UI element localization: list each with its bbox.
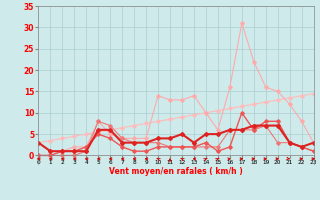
X-axis label: Vent moyen/en rafales ( km/h ): Vent moyen/en rafales ( km/h ) <box>109 167 243 176</box>
